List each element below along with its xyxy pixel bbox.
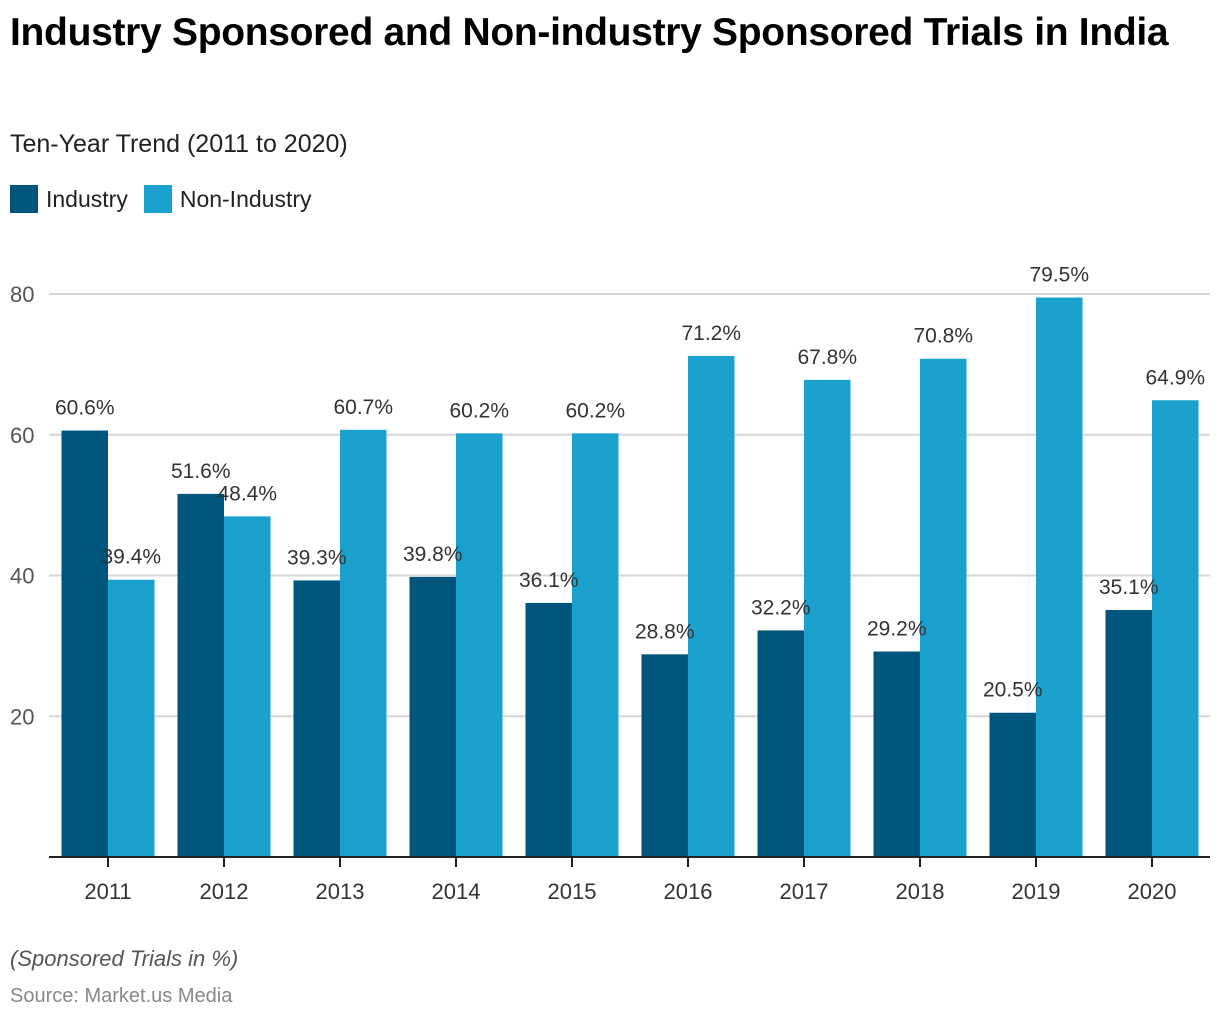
y-tick-label: 40 [10,564,34,589]
bar-industry-2018 [873,651,920,857]
legend-label-non-industry: Non-Industry [179,185,312,212]
bar-industry-2011 [61,430,108,857]
x-axis: 2011 2012 2013 2014 2015 2016 2017 2018 2019 2020 [49,856,1210,904]
bar-industry-2015 [525,602,572,857]
y-tick-label: 80 [10,282,34,307]
data-label-non-industry-2020: 64.9% [1145,366,1205,389]
x-tick-label: 2020 [1128,879,1177,904]
data-label-non-industry-2014: 60.2% [449,399,509,422]
bar-industry-2016 [641,654,688,857]
chart-subtitle: Ten-Year Trend (2011 to 2020) [10,130,348,158]
x-tick-label: 2014 [432,879,481,904]
data-label-industry-2019: 20.5% [983,679,1043,702]
bar-non-industry-2011 [108,579,155,857]
data-label-non-industry-2013: 60.7% [333,396,393,419]
y-tick-label: 60 [10,423,34,448]
bar-non-industry-2013 [340,429,387,857]
bar-non-industry-2018 [920,358,967,857]
legend-item-non-industry: Non-Industry [143,185,312,213]
data-label-industry-2013: 39.3% [287,546,347,569]
data-label-industry-2018: 29.2% [867,618,927,641]
legend-item-industry: Industry [10,185,128,213]
legend-swatch-non-industry [143,185,172,213]
legend: Industry Non-Industry [10,185,328,213]
bar-industry-2020 [1105,609,1152,857]
bar-non-industry-2020 [1152,400,1199,857]
chart-title: Industry Sponsored and Non-industry Spon… [10,11,1169,54]
data-label-industry-2015: 36.1% [519,569,579,592]
bar-non-industry-2016 [688,355,735,857]
data-label-industry-2020: 35.1% [1099,576,1159,599]
bar-industry-2013 [293,580,340,857]
data-label-industry-2016: 28.8% [635,620,695,643]
data-label-non-industry-2016: 71.2% [681,322,741,345]
bar-industry-2012 [177,493,224,857]
legend-swatch-industry [10,185,38,213]
bar-non-industry-2019 [1036,297,1083,857]
bar-industry-2019 [989,712,1036,857]
x-tick-label: 2018 [896,879,945,904]
bar-non-industry-2015 [572,433,619,857]
data-label-industry-2011: 60.6% [55,397,115,420]
data-label-non-industry-2011: 39.4% [101,546,161,569]
y-tick-label: 20 [10,704,34,729]
data-label-non-industry-2012: 48.4% [217,482,277,505]
x-tick-label: 2012 [200,879,249,904]
bars [61,297,1199,857]
data-label-non-industry-2015: 60.2% [565,399,625,422]
bar-non-industry-2012 [224,516,271,857]
x-tick-label: 2015 [548,879,597,904]
data-label-non-industry-2019: 79.5% [1029,264,1089,287]
legend-label-industry: Industry [46,185,128,212]
bar-industry-2017 [757,630,804,857]
data-label-industry-2017: 32.2% [751,596,811,619]
data-label-industry-2012: 51.6% [171,460,231,483]
bar-non-industry-2014 [456,433,503,857]
x-tick-label: 2011 [84,879,131,904]
unit-note: (Sponsored Trials in %) [10,946,239,971]
data-label-industry-2014: 39.8% [403,543,463,566]
data-label-non-industry-2018: 70.8% [913,325,973,348]
bar-non-industry-2017 [804,379,851,857]
x-tick-label: 2017 [780,879,829,904]
x-tick-label: 2013 [316,879,365,904]
data-labels: 60.6% 39.4% 51.6%48.4% 39.3% 60.7% 39.8% 60.2%… [55,264,1205,702]
x-tick-label: 2019 [1012,879,1061,904]
x-tick-label: 2016 [664,879,713,904]
source-note: Source: Market.us Media [10,985,233,1007]
bar-industry-2014 [409,576,456,857]
data-label-non-industry-2017: 67.8% [797,346,857,369]
